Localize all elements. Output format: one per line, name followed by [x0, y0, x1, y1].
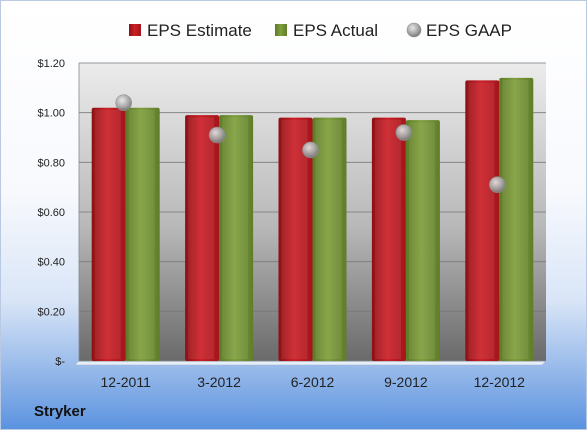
marker-eps-gaap [395, 124, 413, 141]
legend-swatch [129, 24, 141, 36]
bar-eps-estimate-body [91, 107, 126, 361]
y-tick-label: $0.40 [37, 257, 65, 269]
bar-eps-estimate-highlight [94, 109, 121, 359]
bar-eps-actual-body [499, 77, 534, 362]
marker-eps-gaap [302, 141, 319, 159]
bar-eps-estimate-highlight [188, 117, 215, 360]
bar-eps-actual-body [405, 120, 440, 361]
x-tick-label: 12-2012 [474, 374, 526, 390]
bar-eps-estimate-body [465, 80, 500, 361]
bar-eps-estimate-body [371, 117, 406, 361]
bar-eps-estimate-highlight [281, 119, 308, 359]
y-tick-label: $1.00 [37, 108, 65, 120]
y-tick-label: $0.80 [37, 157, 65, 169]
legend-label: EPS GAAP [426, 21, 512, 40]
legend-swatch [406, 22, 422, 38]
bar-eps-actual-highlight [408, 122, 435, 359]
bar-eps-actual [125, 107, 160, 361]
bar-eps-actual-highlight [128, 109, 155, 359]
y-tick-label: $1.20 [37, 58, 65, 70]
legend-swatch [275, 24, 287, 36]
marker-eps-gaap [115, 94, 132, 112]
bar-eps-actual-body [219, 115, 254, 362]
bar-eps-actual-highlight [222, 117, 249, 360]
legend-item: EPS Actual [275, 21, 378, 40]
x-tick-label: 9-2012 [384, 374, 428, 390]
bar-eps-estimate-body [278, 117, 313, 361]
bar-eps-actual-highlight [315, 119, 342, 359]
marker-eps-gaap [208, 126, 226, 144]
x-tick-label: 3-2012 [197, 374, 241, 390]
bar-eps-estimate [278, 117, 313, 361]
legend-item: EPS GAAP [406, 21, 512, 40]
bar-eps-estimate [185, 115, 220, 362]
bar-eps-actual-body [312, 117, 347, 361]
bar-eps-actual [312, 117, 347, 361]
marker-eps-gaap [488, 176, 506, 193]
bar-eps-estimate-highlight [468, 82, 495, 359]
bar-eps-actual-highlight [502, 79, 529, 360]
x-tick-label: 6-2012 [291, 374, 335, 390]
y-tick-label: $0.20 [37, 306, 65, 318]
legend-label: EPS Actual [293, 21, 378, 40]
legend-item: EPS Estimate [129, 21, 252, 40]
plot-floor [74, 360, 547, 366]
company-label: Stryker [34, 403, 86, 420]
y-tick-label: $- [55, 356, 65, 368]
bar-eps-estimate [371, 117, 406, 361]
bar-eps-estimate-highlight [374, 119, 401, 359]
bar-eps-actual-body [125, 107, 160, 361]
bar-eps-estimate-body [185, 115, 220, 362]
x-tick-label: 12-2011 [101, 374, 152, 390]
bar-eps-estimate [465, 80, 500, 361]
bar-eps-actual [219, 115, 254, 362]
legend-label: EPS Estimate [147, 21, 252, 40]
bar-eps-estimate [91, 107, 126, 361]
bar-eps-actual [499, 77, 534, 362]
bar-eps-actual [405, 120, 440, 361]
y-tick-label: $0.60 [37, 207, 65, 219]
